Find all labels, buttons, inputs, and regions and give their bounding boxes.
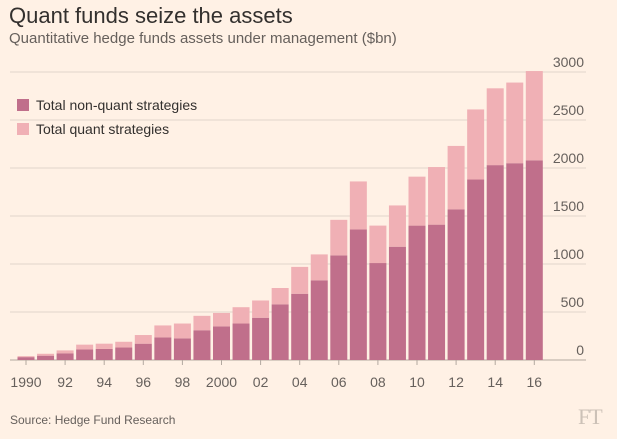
bar-quant-1995 xyxy=(115,341,133,348)
bar-quant-2005 xyxy=(310,254,328,281)
bar-quant-2006 xyxy=(330,219,348,256)
chart-subtitle: Quantitative hedge funds assets under ma… xyxy=(9,30,397,47)
bar-non-quant-2001 xyxy=(232,323,250,360)
bar-quant-2008 xyxy=(369,225,387,264)
bar-non-quant-2014 xyxy=(486,165,504,360)
bar-non-quant-2012 xyxy=(447,209,465,360)
y-tick-label: 500 xyxy=(561,294,585,310)
bar-non-quant-1990 xyxy=(17,357,35,360)
bar-non-quant-1993 xyxy=(76,349,94,360)
bar-quant-1999 xyxy=(193,315,211,331)
bar-quant-2004 xyxy=(291,266,309,294)
x-tick-label: 02 xyxy=(253,374,269,390)
x-tick-label: 98 xyxy=(175,374,191,390)
y-tick-label: 0 xyxy=(576,342,584,358)
bar-non-quant-1998 xyxy=(173,338,191,360)
bar-quant-2013 xyxy=(467,109,485,180)
bar-non-quant-2011 xyxy=(428,224,446,360)
y-tick-label: 3000 xyxy=(553,54,584,70)
bar-non-quant-2016 xyxy=(525,160,543,360)
bar-non-quant-2000 xyxy=(213,326,230,360)
bar-quant-1998 xyxy=(173,323,191,339)
bar-non-quant-1996 xyxy=(134,343,152,360)
bar-quant-1990 xyxy=(17,356,35,358)
bar-non-quant-2015 xyxy=(506,163,524,360)
bar-quant-2015 xyxy=(506,82,524,164)
x-tick-label: 08 xyxy=(370,374,386,390)
bar-quant-1997 xyxy=(154,325,172,338)
bar-quant-1994 xyxy=(95,343,113,349)
y-tick-label: 2000 xyxy=(553,150,584,166)
bar-non-quant-1999 xyxy=(193,330,211,360)
x-tick-label: 14 xyxy=(487,374,503,390)
bar-quant-2001 xyxy=(232,307,250,324)
bar-non-quant-1995 xyxy=(115,347,133,360)
bar-quant-2012 xyxy=(447,145,465,210)
x-tick-label: 12 xyxy=(448,374,464,390)
bar-non-quant-2003 xyxy=(271,304,289,360)
bar-non-quant-2005 xyxy=(310,280,328,360)
bar-quant-2002 xyxy=(252,300,270,318)
legend-label-non-quant: Total non-quant strategies xyxy=(36,97,197,113)
x-tick-label: 94 xyxy=(96,374,112,390)
y-tick-label: 2500 xyxy=(553,102,584,118)
bar-quant-2007 xyxy=(349,181,367,230)
bar-non-quant-2007 xyxy=(349,229,367,360)
bar-quant-2009 xyxy=(388,205,406,247)
x-tick-label: 96 xyxy=(136,374,152,390)
bar-non-quant-2008 xyxy=(369,263,387,360)
legend-swatch-non-quant xyxy=(17,99,29,111)
bar-quant-2010 xyxy=(408,176,426,226)
bar-quant-2003 xyxy=(271,288,289,305)
stacked-bar-chart: 0 500 1000 1500 2000 2500 3000 1990 92 94 96 98 2000… xyxy=(10,54,586,390)
x-tick-label: 16 xyxy=(527,374,543,390)
x-tick-label: 1990 xyxy=(10,374,41,390)
legend-label-quant: Total quant strategies xyxy=(36,121,169,137)
x-tick-label: 10 xyxy=(409,374,425,390)
bar-non-quant-2004 xyxy=(291,293,309,360)
bar-quant-2011 xyxy=(428,167,446,225)
bar-non-quant-1992 xyxy=(56,353,74,360)
bar-quant-2016 xyxy=(525,71,543,161)
legend-swatch-quant xyxy=(17,123,29,135)
bar-non-quant-1991 xyxy=(37,355,55,360)
bar-quant-1993 xyxy=(76,344,94,350)
x-tick-label: 2000 xyxy=(206,374,237,390)
ft-logo: FT xyxy=(578,404,603,429)
bar-non-quant-1994 xyxy=(95,348,113,360)
bar-non-quant-2002 xyxy=(252,317,270,360)
source-note: Source: Hedge Fund Research xyxy=(10,413,176,427)
x-tick-label: 04 xyxy=(292,374,308,390)
bar-quant-1991 xyxy=(37,353,55,356)
bar-non-quant-2010 xyxy=(408,225,426,360)
y-tick-label: 1000 xyxy=(553,246,584,262)
bar-non-quant-1997 xyxy=(154,337,172,360)
bar-quant-2014 xyxy=(486,88,504,166)
chart-title: Quant funds seize the assets xyxy=(9,3,293,28)
bar-quant-1992 xyxy=(56,350,74,354)
x-tick-label: 92 xyxy=(57,374,73,390)
bar-non-quant-2009 xyxy=(388,246,406,360)
x-tick-label: 06 xyxy=(331,374,347,390)
bar-non-quant-2013 xyxy=(467,179,485,360)
bar-quant-2000 xyxy=(213,312,230,327)
y-tick-label: 1500 xyxy=(553,198,584,214)
bar-quant-1996 xyxy=(134,335,152,344)
bar-non-quant-2006 xyxy=(330,255,348,360)
